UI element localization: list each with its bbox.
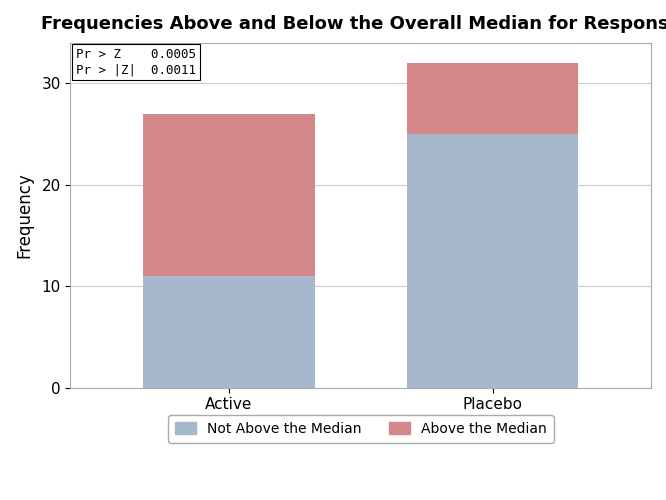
X-axis label: Treatment: Treatment xyxy=(318,420,403,438)
Bar xyxy=(143,114,314,276)
Bar xyxy=(407,63,579,134)
Bar xyxy=(407,134,579,388)
Text: Pr > Z    0.0005
Pr > |Z|  0.0011: Pr > Z 0.0005 Pr > |Z| 0.0011 xyxy=(76,48,196,76)
Y-axis label: Frequency: Frequency xyxy=(15,172,33,258)
Legend: Not Above the Median, Above the Median: Not Above the Median, Above the Median xyxy=(168,415,553,443)
Title: Frequencies Above and Below the Overall Median for Response: Frequencies Above and Below the Overall … xyxy=(41,15,666,33)
Bar xyxy=(143,276,314,388)
